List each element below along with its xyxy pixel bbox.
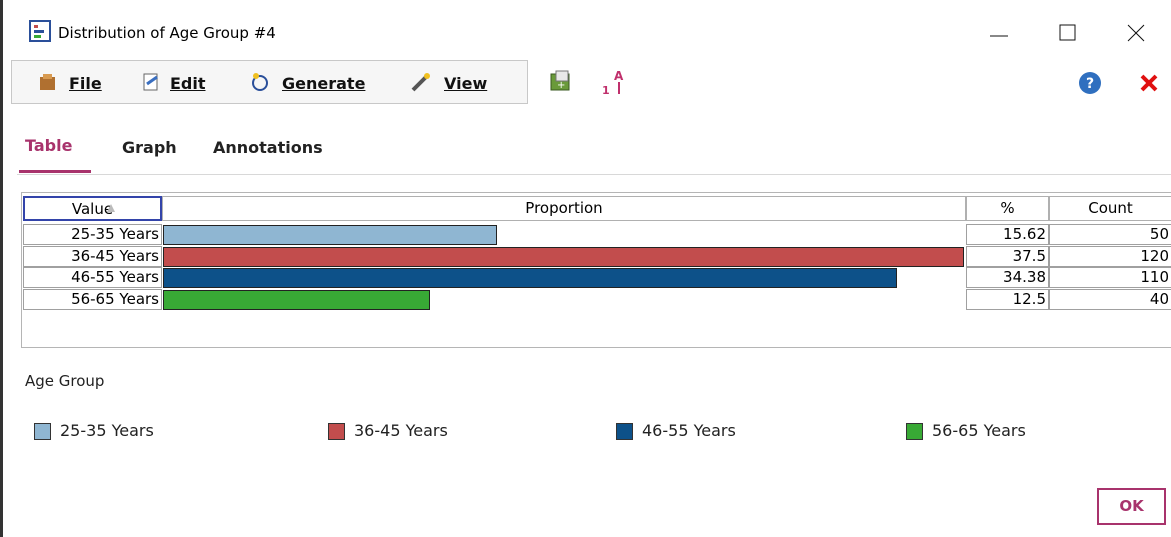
percent-cell: 15.62 xyxy=(966,224,1049,245)
app-icon xyxy=(29,20,51,42)
tab-annotations[interactable]: Annotations xyxy=(213,138,323,157)
export-icon[interactable]: + xyxy=(549,70,573,94)
menu-view[interactable]: View xyxy=(444,74,488,93)
row-value: 36-45 Years xyxy=(23,245,162,267)
sort-icon[interactable]: 1A xyxy=(601,66,629,98)
count-cell: 50 xyxy=(1049,224,1171,245)
svg-text:1: 1 xyxy=(602,84,610,97)
proportion-bar xyxy=(163,289,430,310)
menu-file[interactable]: File xyxy=(69,74,102,93)
help-close[interactable]: ? xyxy=(1078,70,1168,96)
count-cell: 120 xyxy=(1049,245,1171,267)
window-controls[interactable] xyxy=(988,20,1158,48)
legend-swatch xyxy=(906,423,923,440)
svg-text:?: ? xyxy=(1086,76,1094,92)
column-header: Count xyxy=(1049,196,1171,221)
legend-swatch xyxy=(34,423,51,440)
tab-indicator xyxy=(19,170,91,173)
generate-icon xyxy=(252,73,268,91)
legend-label: 25-35 Years xyxy=(60,421,154,440)
svg-text:A: A xyxy=(614,69,624,83)
toolbar: File Edit Generate View xyxy=(11,60,528,104)
legend-swatch xyxy=(328,423,345,440)
percent-cell: 34.38 xyxy=(966,267,1049,288)
table: Value Proportion% Count 25-35 Years 15.62 50 3… xyxy=(21,192,1171,348)
legend-swatch xyxy=(616,423,633,440)
tab-divider xyxy=(17,174,1171,175)
percent-cell: 37.5 xyxy=(966,245,1049,267)
column-header[interactable]: Value xyxy=(23,196,162,221)
count-cell: 110 xyxy=(1049,267,1171,288)
ok-button[interactable]: OK xyxy=(1097,488,1166,525)
tab-table[interactable]: Table xyxy=(25,136,73,155)
legend-label: 56-65 Years xyxy=(932,421,1026,440)
percent-cell: 12.5 xyxy=(966,288,1049,310)
tab-graph[interactable]: Graph xyxy=(122,138,177,157)
view-icon xyxy=(411,73,430,92)
proportion-bar xyxy=(163,246,964,267)
column-header: Proportion xyxy=(162,196,966,221)
window-title: Distribution of Age Group #4 xyxy=(58,24,276,42)
menu-edit[interactable]: Edit xyxy=(170,74,206,93)
row-value: 46-55 Years xyxy=(23,267,162,288)
proportion-bar xyxy=(163,268,898,288)
row-value: 56-65 Years xyxy=(23,288,162,310)
edit-icon xyxy=(143,73,158,91)
svg-text:+: + xyxy=(557,80,565,91)
file-icon xyxy=(40,74,55,90)
menu-generate[interactable]: Generate xyxy=(282,74,366,93)
legend-label: 46-55 Years xyxy=(642,421,736,440)
count-cell: 40 xyxy=(1049,288,1171,310)
proportion-bar xyxy=(163,225,497,245)
row-value: 25-35 Years xyxy=(23,224,162,245)
sort-indicator xyxy=(107,204,115,212)
legend-label: 36-45 Years xyxy=(354,421,448,440)
legend-title: Age Group xyxy=(25,372,105,390)
column-header: % xyxy=(966,196,1049,221)
